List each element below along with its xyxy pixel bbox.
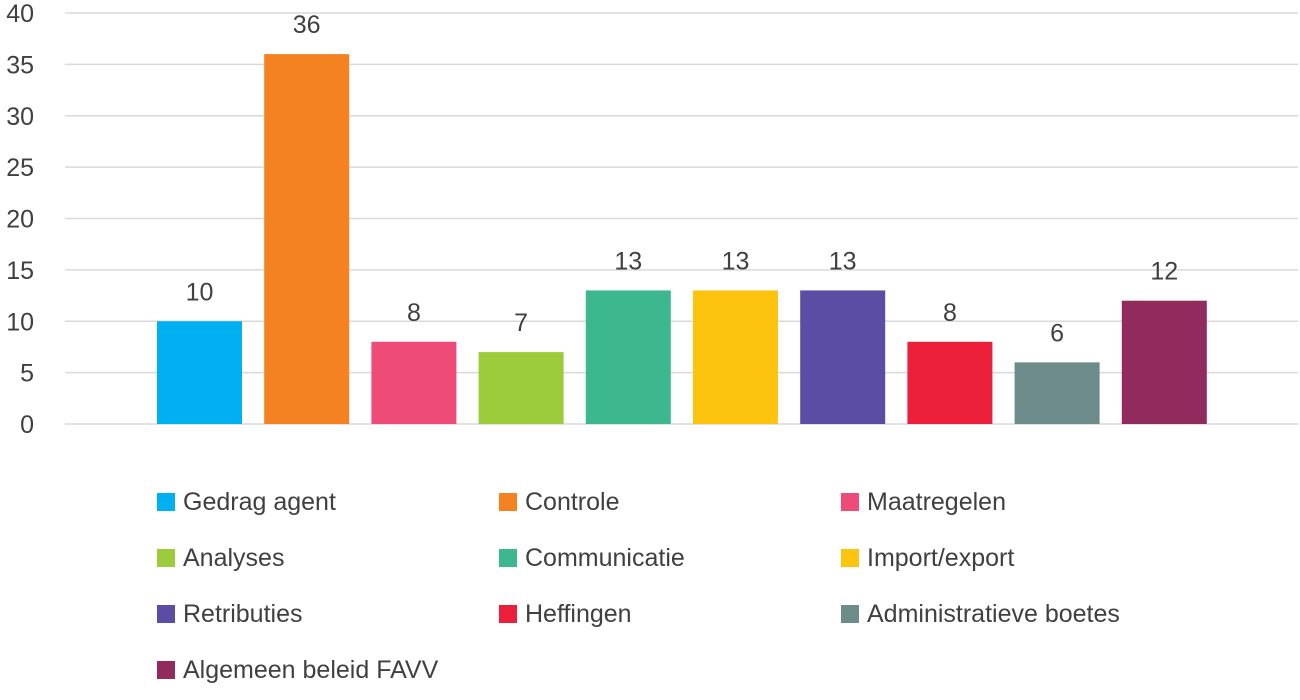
legend: Gedrag agent Controle Maatregelen Analyses C…: [157, 476, 1297, 700]
legend-label: Analyses: [183, 543, 285, 572]
legend-item: Analyses: [157, 528, 499, 588]
y-tick-label: 25: [6, 154, 34, 182]
legend-item: Administratieve boetes: [841, 584, 1241, 644]
data-label: 13: [829, 247, 857, 275]
bar-maatregelen: [371, 341, 457, 424]
y-tick-label: 5: [20, 360, 34, 388]
legend-label: Administratieve boetes: [867, 599, 1120, 628]
legend-swatch: [841, 493, 859, 511]
data-label: 8: [943, 299, 957, 327]
legend-swatch: [841, 549, 859, 567]
y-tick-label: 20: [6, 206, 34, 234]
data-labels: 10 36 8 7 13 13 13 8 6 12: [186, 11, 1179, 347]
y-tick-label: 10: [6, 308, 34, 336]
legend-swatch: [499, 549, 517, 567]
legend-swatch: [157, 493, 175, 511]
data-label: 10: [186, 278, 214, 306]
legend-label: Heffingen: [525, 599, 632, 628]
bar-administratieve-boetes: [1014, 362, 1100, 424]
legend-swatch: [157, 605, 175, 623]
gridlines: [65, 12, 1298, 425]
data-label: 6: [1050, 319, 1064, 347]
legend-swatch: [157, 549, 175, 567]
bar-retributies: [800, 290, 886, 424]
legend-swatch: [499, 605, 517, 623]
legend-label: Retributies: [183, 599, 303, 628]
legend-swatch: [157, 661, 175, 679]
data-label: 13: [722, 247, 750, 275]
y-tick-label: 0: [20, 411, 34, 439]
bar-controle: [264, 54, 350, 424]
legend-label: Import/export: [867, 543, 1015, 572]
legend-item: Gedrag agent: [157, 472, 499, 532]
legend-item: Communicatie: [499, 528, 841, 588]
y-tick-label: 30: [6, 103, 34, 131]
legend-item: Import/export: [841, 528, 1241, 588]
bar-communicatie: [585, 290, 671, 424]
legend-label: Controle: [525, 487, 620, 516]
data-label: 8: [407, 299, 421, 327]
legend-swatch: [841, 605, 859, 623]
data-label: 7: [514, 309, 528, 337]
legend-item: Controle: [499, 472, 841, 532]
bar-gedrag-agent: [157, 321, 242, 424]
data-label: 13: [614, 247, 642, 275]
legend-item: Maatregelen: [841, 472, 1241, 532]
legend-label: Gedrag agent: [183, 487, 336, 516]
y-axis: 0 5 10 15 20 25 30 35 40: [6, 0, 34, 439]
bars: [157, 54, 1207, 424]
legend-item: Retributies: [157, 584, 499, 644]
legend-swatch: [499, 493, 517, 511]
bar-chart: 0 5 10 15 20 25 30 35 40 10 36 8 7 13 13 13 8 6 12: [6, 0, 1298, 439]
data-label: 36: [293, 11, 321, 39]
y-tick-label: 15: [6, 257, 34, 285]
legend-label: Algemeen beleid FAVV: [183, 655, 439, 684]
y-tick-label: 40: [6, 0, 34, 28]
y-tick-label: 35: [6, 51, 34, 79]
bar-algemeen-beleid-favv: [1121, 300, 1207, 424]
legend-item: Algemeen beleid FAVV: [157, 640, 499, 700]
data-label: 12: [1150, 258, 1178, 286]
legend-label: Communicatie: [525, 543, 685, 572]
bar-analyses: [478, 352, 564, 424]
bar-heffingen: [907, 341, 993, 424]
legend-item: Heffingen: [499, 584, 841, 644]
bar-import-export: [693, 290, 778, 424]
legend-label: Maatregelen: [867, 487, 1006, 516]
